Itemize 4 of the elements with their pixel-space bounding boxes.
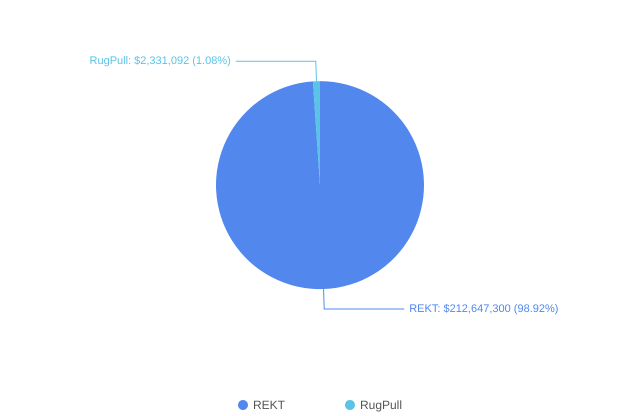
data-label: REKT: $212,647,300 (98.92%) <box>409 303 558 316</box>
legend-label: RugPull <box>360 398 402 412</box>
legend-label: REKT <box>252 398 286 412</box>
data-label: RugPull: $2,331,092 (1.08%) <box>90 55 231 68</box>
